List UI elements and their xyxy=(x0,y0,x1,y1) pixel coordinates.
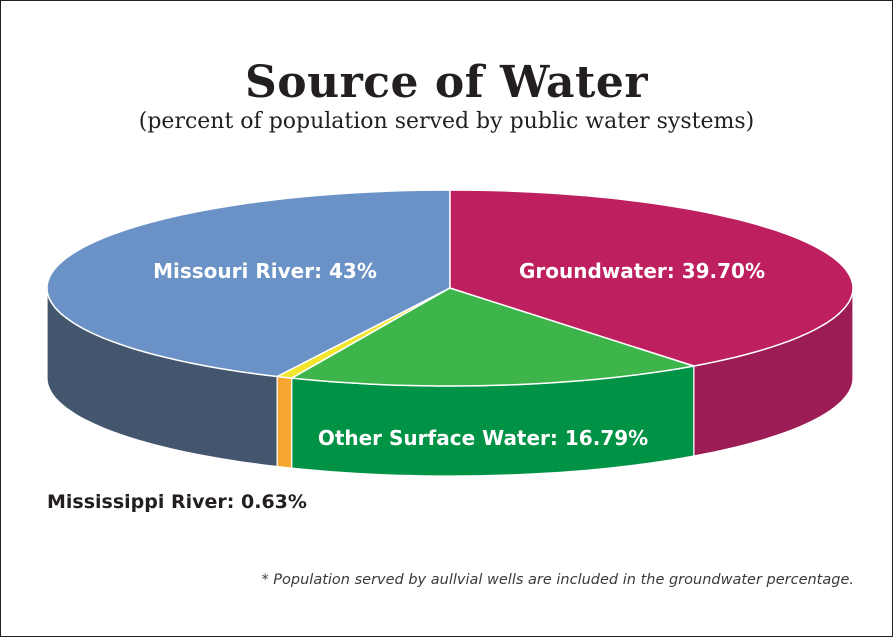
footnote: * Population served by aullvial wells ar… xyxy=(261,572,854,588)
slice-label-groundwater: Groundwater: 39.70% xyxy=(519,259,765,283)
slice-top-other-surface-water xyxy=(291,287,695,387)
chart-subtitle: (percent of population served by public … xyxy=(138,109,755,134)
slice-label-other-surface-water: Other Surface Water: 16.79% xyxy=(318,426,648,450)
slice-side-mississippi-river xyxy=(276,375,293,469)
chart-title: Source of Water xyxy=(244,57,649,108)
slice-top-groundwater xyxy=(449,189,854,367)
slice-label-mississippi-river: Mississippi River: 0.63% xyxy=(47,491,307,513)
slice-label-missouri-river: Missouri River: 43% xyxy=(153,259,377,283)
slice-top-missouri-river xyxy=(46,189,451,378)
